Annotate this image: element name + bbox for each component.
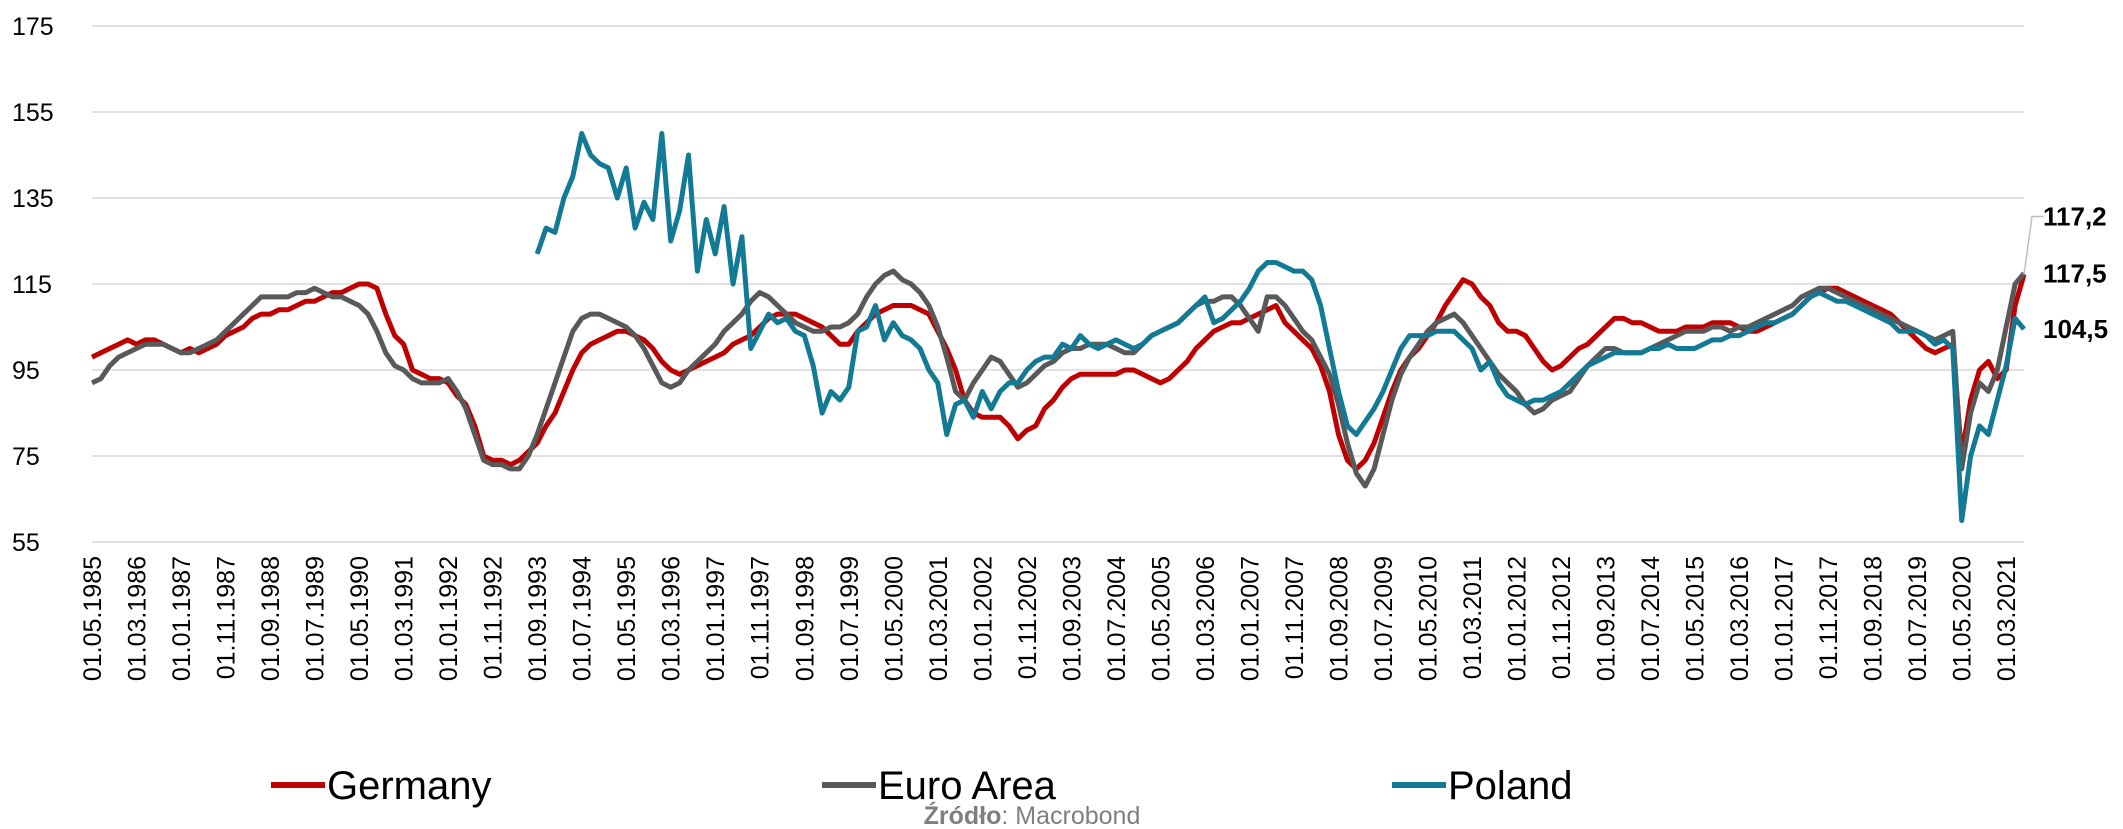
x-tick-label: 01.03.2001 [925,556,953,681]
x-tick-label: 01.11.1987 [213,556,241,679]
x-tick-label: 01.01.1997 [702,556,730,681]
source-label: Źródło [924,801,1002,829]
data-label: 117,5 [2043,258,2107,288]
x-tick-label: 01.05.2010 [1414,556,1442,681]
x-tick-label: 01.09.2013 [1593,556,1621,681]
x-tick-label: 01.09.2003 [1058,556,1086,681]
x-tick-label: 01.03.1991 [391,556,419,681]
line-series [90,273,2027,472]
x-tick-label: 01.03.1986 [124,556,152,681]
x-tick-label: 01.05.2020 [1949,556,1977,681]
x-tick-label: 01.11.1992 [480,556,508,679]
x-tick-label: 01.09.1993 [524,556,552,681]
leader-line [2023,215,2044,275]
x-tick-label: 01.07.1999 [836,556,864,681]
line-series [534,131,2026,523]
source-text: : Macrobond [1001,802,1140,829]
x-tick-label: 01.09.1988 [257,556,285,681]
y-tick-label: 115 [12,271,52,299]
x-tick-label: 01.05.2015 [1682,556,1710,681]
x-tick-label: 01.09.1998 [791,556,819,681]
x-tick-label: 01.01.2017 [1771,556,1799,681]
data-label: 117,2 [2043,202,2107,232]
x-tick-label: 01.11.2017 [1815,556,1843,679]
x-tick-label: 01.07.2014 [1637,556,1665,681]
x-tick-label: 01.01.1987 [168,556,196,681]
x-tick-label: 01.03.2006 [1192,556,1220,681]
source: Źródło: Macrobond [924,801,1141,829]
x-tick-label: 01.01.2007 [1236,556,1264,681]
legend-label: Euro Area [878,764,1057,808]
legend-label: Poland [1448,764,1573,808]
x-tick-label: 01.03.2021 [1993,556,2021,681]
x-tick-label: 01.07.2004 [1103,556,1131,681]
x-tick-label: 01.09.2008 [1325,556,1353,681]
x-tick-label: 01.07.1994 [569,556,597,681]
data-label: 104,5 [2043,314,2108,344]
x-tick-label: 01.07.2019 [1904,556,1932,681]
x-tick-label: 01.05.1995 [613,556,641,681]
x-tick-label: 01.09.2018 [1860,556,1888,681]
x-tick-label: 01.05.1985 [79,556,107,681]
y-tick-label: 75 [12,443,40,471]
x-tick-label: 01.01.2002 [969,556,997,681]
x-tick-label: 01.05.2005 [1147,556,1175,681]
x-tick-label: 01.05.1990 [346,556,374,681]
y-tick-label: 155 [12,99,54,127]
x-tick-label: 01.01.2012 [1504,556,1532,681]
x-tick-label: 01.05.2000 [880,556,908,681]
line-series [90,268,2026,489]
x-tick-label: 01.07.2009 [1370,556,1398,681]
x-tick-label: 01.03.1996 [658,556,686,681]
x-tick-label: 01.03.2011 [1459,556,1487,679]
x-tick-label: 01.03.2016 [1726,556,1754,681]
y-tick-label: 135 [12,185,54,213]
y-tick-label: 55 [12,529,40,557]
y-tick-label: 175 [12,13,54,41]
x-tick-label: 01.11.2012 [1548,556,1576,679]
x-tick-label: 01.11.2007 [1281,556,1309,679]
y-tick-label: 95 [12,357,40,385]
x-tick-label: 01.01.1992 [435,556,463,681]
x-tick-label: 01.11.1997 [747,556,775,679]
x-tick-label: 01.11.2002 [1014,556,1042,679]
x-tick-label: 01.07.1989 [302,556,330,681]
legend-label: Germany [327,764,492,808]
